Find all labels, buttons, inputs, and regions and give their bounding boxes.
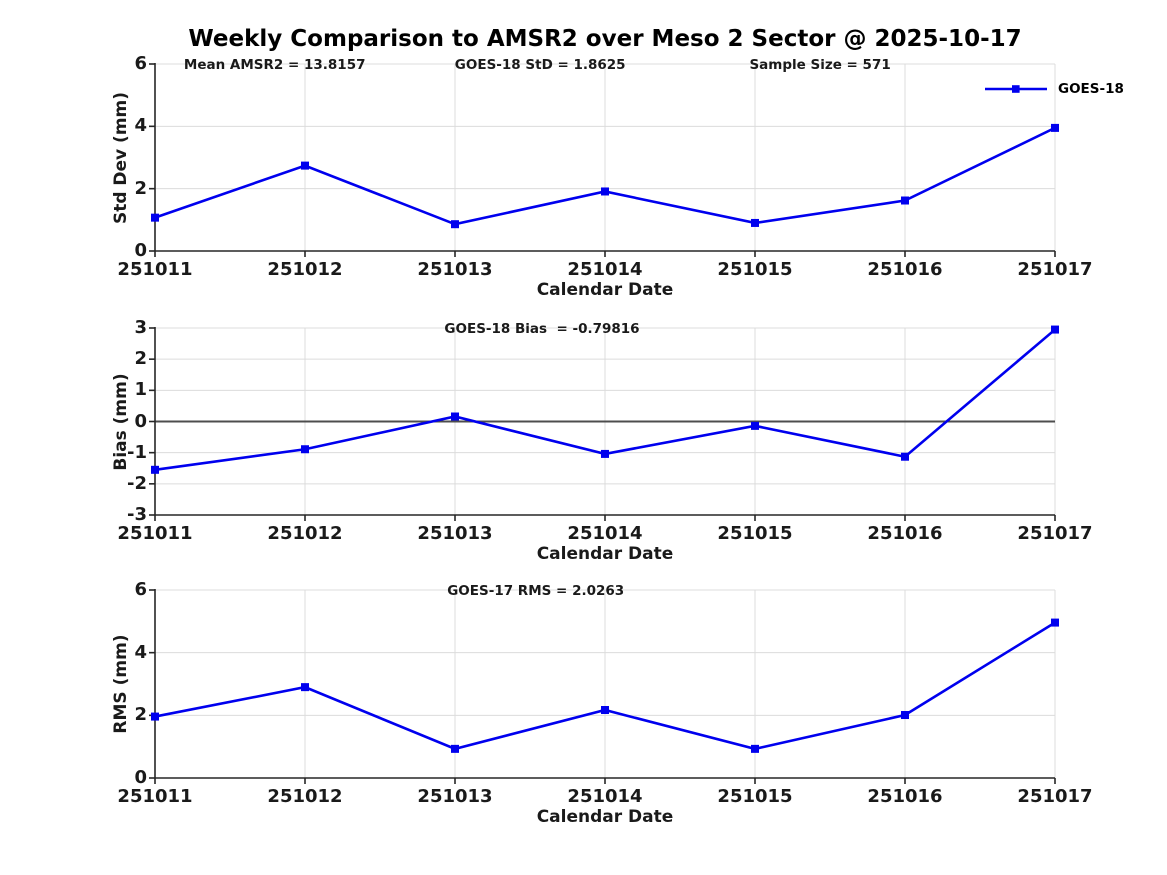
bias-x-tick-label: 251015 (717, 523, 793, 544)
rms-annotation: GOES-17 RMS = 2.0263 (447, 583, 625, 599)
bias-data-point-marker (751, 421, 759, 430)
rms-y-tick-label: 4 (134, 641, 147, 663)
bias-x-axis-title: Calendar Date (536, 544, 674, 564)
legend-line-icon (985, 85, 1047, 93)
rms-data-point-marker (751, 744, 759, 753)
bias-data-point-marker (151, 465, 159, 474)
std-dev-y-tick-label: 4 (134, 115, 147, 137)
rms-data-point-marker (601, 706, 609, 715)
rms-y-tick-label: 2 (134, 704, 147, 726)
bias-y-tick-label: -2 (127, 472, 147, 494)
rms-data-point-marker (151, 712, 159, 721)
std-dev-data-point-marker (151, 213, 159, 222)
bias-x-tick-label: 251017 (1017, 523, 1093, 544)
std-dev-x-tick-label: 251014 (567, 259, 643, 280)
std-dev-data-point-marker (751, 218, 759, 227)
rms-y-axis-title: RMS (mm) (111, 634, 131, 734)
bias-y-tick-label: -1 (127, 441, 147, 463)
rms-x-tick-label: 251011 (117, 786, 193, 807)
rms-data-point-marker (901, 711, 909, 720)
std-dev-annotation: Sample Size = 571 (749, 57, 891, 73)
bias-y-tick-label: 3 (134, 317, 147, 338)
std-dev-y-tick-label: 2 (134, 177, 147, 199)
std-dev-x-tick-label: 251015 (717, 259, 793, 280)
std-dev-x-tick-label: 251013 (417, 259, 493, 280)
std-dev-x-tick-label: 251017 (1017, 259, 1093, 280)
rms-x-tick-label: 251014 (567, 786, 643, 807)
bias-x-tick-label: 251012 (267, 523, 343, 544)
bias-y-axis-title: Bias (mm) (111, 372, 131, 471)
std-dev-x-axis-title: Calendar Date (536, 280, 674, 300)
bias-x-tick-label: 251011 (117, 523, 193, 544)
bias-x-tick-label: 251013 (417, 523, 493, 544)
std-dev-y-tick-label: 0 (134, 240, 147, 261)
std-dev-annotation: Mean AMSR2 = 13.8157 (183, 57, 366, 73)
rms-y-tick-label: 0 (134, 767, 147, 788)
rms-data-point-marker (451, 744, 459, 753)
std-dev-x-tick-label: 251016 (867, 259, 943, 280)
bias-annotation: GOES-18 Bias = -0.79816 (444, 321, 640, 337)
legend: GOES-18 (983, 81, 1124, 97)
rms-x-tick-label: 251017 (1017, 786, 1093, 807)
std-dev-y-tick-label: 6 (134, 53, 147, 74)
bias-data-point-marker (451, 412, 459, 421)
bias-y-tick-label: 2 (134, 348, 147, 370)
std-dev-data-point-marker (1051, 123, 1059, 132)
bias-y-tick-label: 0 (134, 410, 147, 432)
legend-label: GOES-18 (1058, 81, 1124, 97)
figure-title: Weekly Comparison to AMSR2 over Meso 2 S… (188, 26, 1022, 52)
bias-y-tick-label: -3 (127, 504, 147, 525)
rms-y-tick-label: 6 (134, 579, 147, 600)
std-dev-annotation: GOES-18 StD = 1.8625 (454, 57, 626, 73)
legend-marker-sample (1012, 85, 1020, 93)
std-dev-data-point-marker (601, 187, 609, 196)
std-dev-data-point-marker (901, 196, 909, 205)
std-dev-y-axis-title: Std Dev (mm) (111, 91, 131, 224)
rms-x-tick-label: 251012 (267, 786, 343, 807)
std-dev-x-tick-label: 251011 (117, 259, 193, 280)
std-dev-x-tick-label: 251012 (267, 259, 343, 280)
bias-data-point-marker (601, 449, 609, 458)
rms-x-axis-title: Calendar Date (536, 807, 674, 827)
std-dev-data-point-marker (451, 220, 459, 229)
bias-y-tick-label: 1 (134, 379, 147, 401)
rms-x-tick-label: 251015 (717, 786, 793, 807)
bias-data-point-marker (301, 445, 309, 454)
bias-data-point-marker (1051, 325, 1059, 334)
bias-data-point-marker (901, 452, 909, 461)
rms-x-tick-label: 251013 (417, 786, 493, 807)
bias-x-tick-label: 251016 (867, 523, 943, 544)
bias-x-tick-label: 251014 (567, 523, 643, 544)
rms-data-point-marker (1051, 618, 1059, 627)
rms-data-point-marker (301, 683, 309, 692)
rms-x-tick-label: 251016 (867, 786, 943, 807)
std-dev-data-point-marker (301, 161, 309, 170)
